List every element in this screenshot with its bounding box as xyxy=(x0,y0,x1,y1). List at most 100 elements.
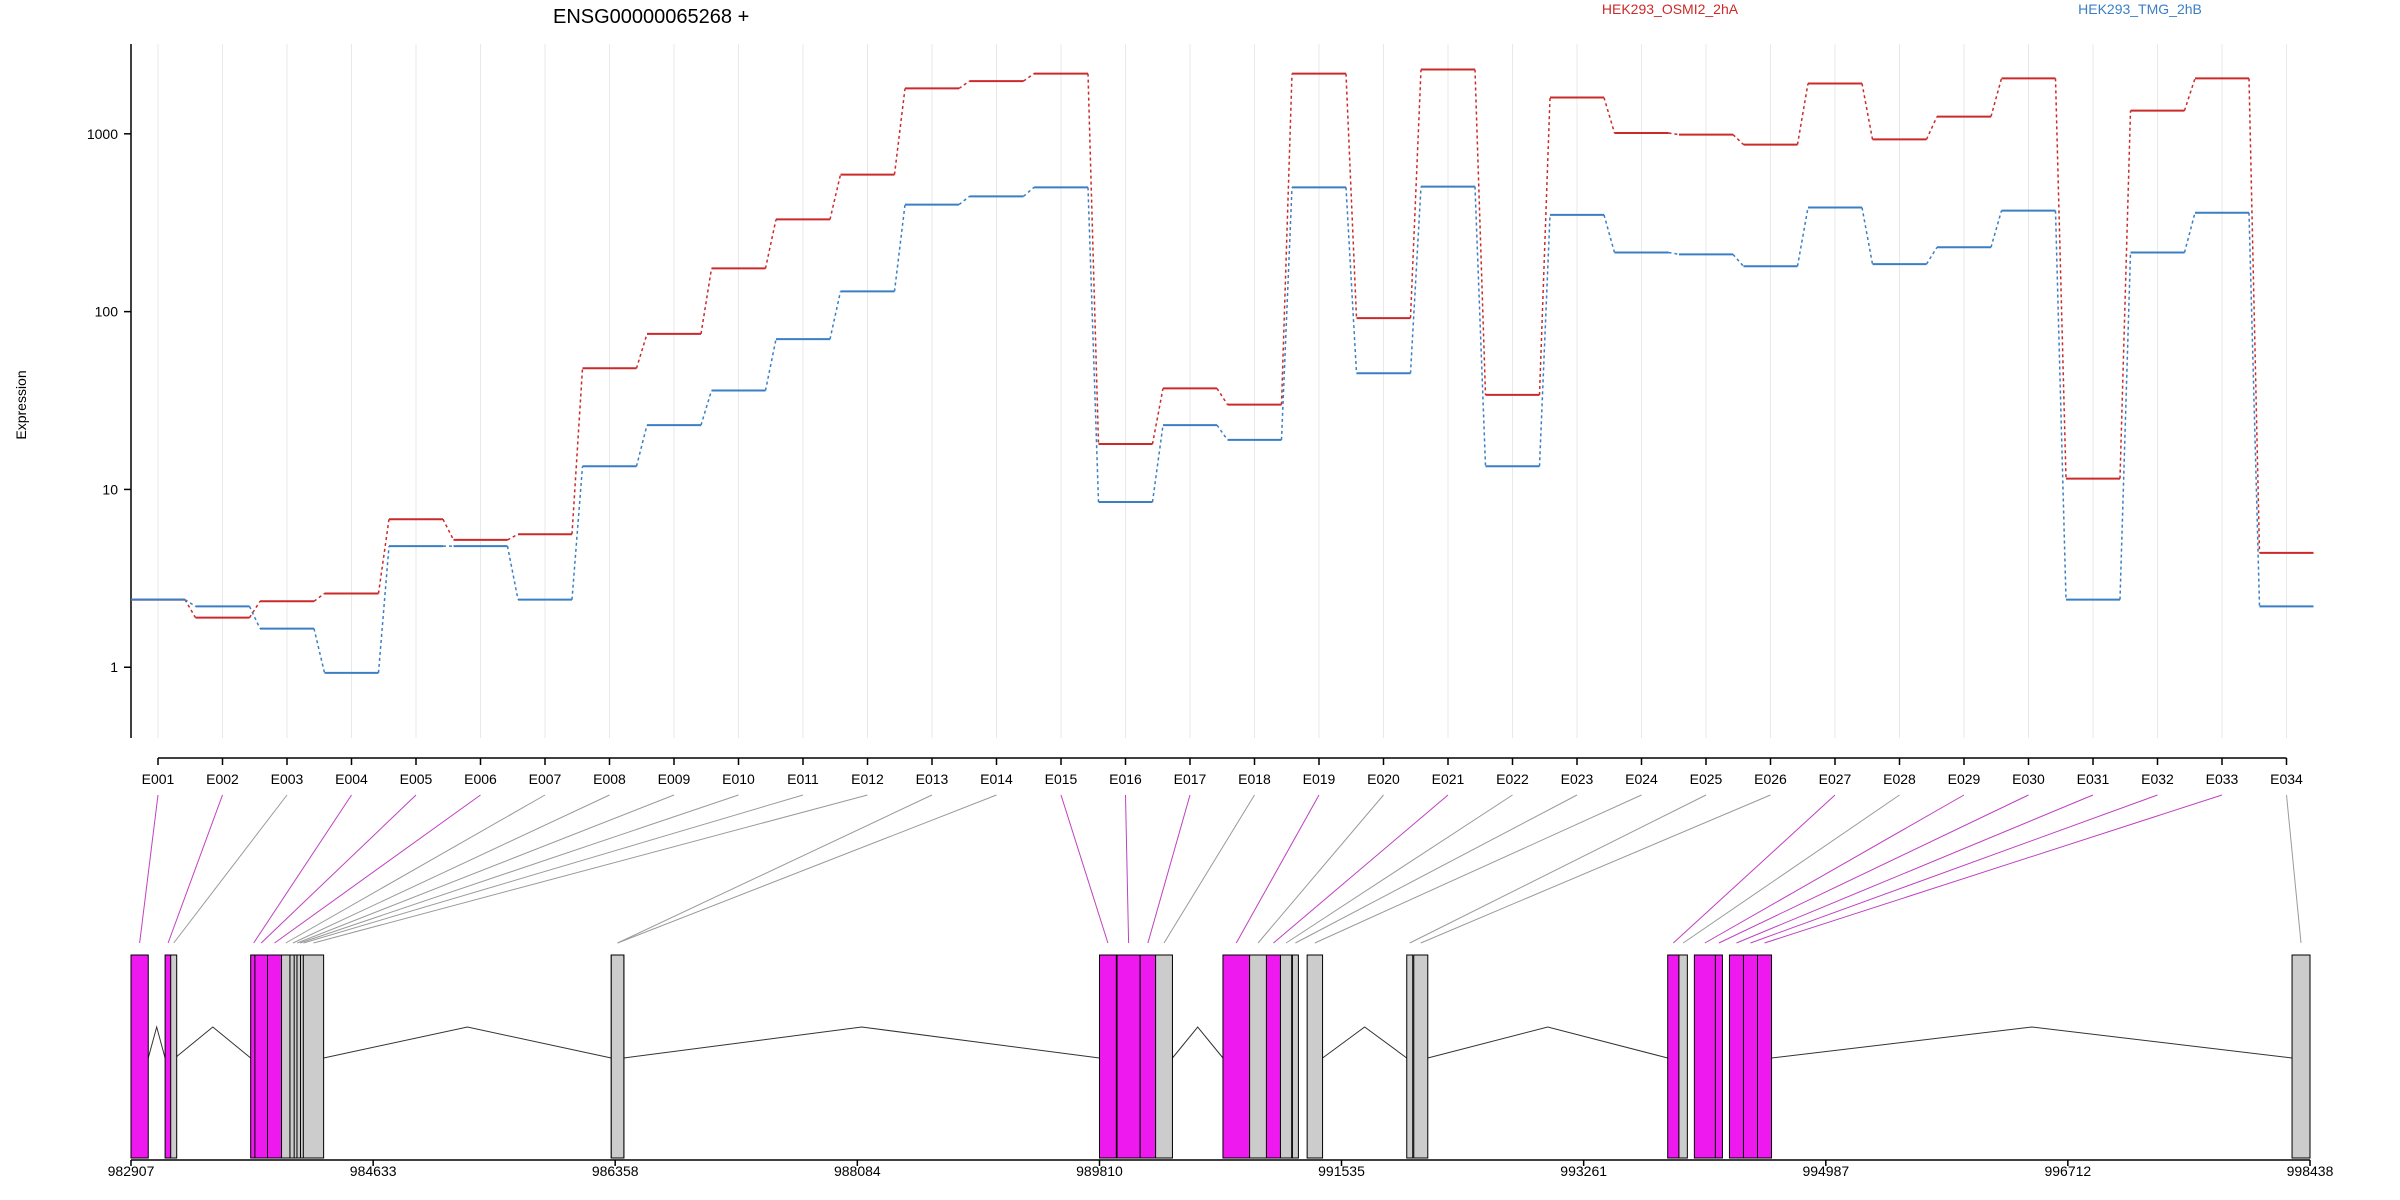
x-tick-label-E004: E004 xyxy=(335,771,368,787)
connector-E030 xyxy=(1718,794,2029,944)
series-1-connector-20 xyxy=(1474,186,1487,467)
x-tick-label-E018: E018 xyxy=(1238,771,1271,787)
connector-E008 xyxy=(292,794,610,944)
series-0-connector-24 xyxy=(1732,134,1745,146)
exon-box-E001 xyxy=(130,954,149,1159)
connector-E025 xyxy=(1409,794,1707,944)
x-tick-label-E020: E020 xyxy=(1367,771,1400,787)
series-1-connector-2 xyxy=(313,628,326,674)
x-tick-label-E022: E022 xyxy=(1496,771,1529,787)
coordinate-label-982907: 982907 xyxy=(108,1163,155,1179)
series-0-connector-1 xyxy=(248,600,261,619)
x-tick-label-E024: E024 xyxy=(1625,771,1658,787)
series-1-connector-29 xyxy=(2054,210,2067,600)
y-axis-label: Expression xyxy=(13,370,29,439)
exon-box-E032 xyxy=(1742,954,1758,1159)
series-0-connector-27 xyxy=(1925,116,1938,140)
exon-box-E030 xyxy=(1714,954,1723,1159)
connector-E012 xyxy=(313,794,868,944)
series-1-connector-19 xyxy=(1409,186,1422,374)
connector-E022 xyxy=(1285,794,1513,944)
connector-E020 xyxy=(1257,794,1384,944)
x-tick-label-E002: E002 xyxy=(206,771,239,787)
series-1-connector-24 xyxy=(1732,253,1745,267)
series-0-connector-17 xyxy=(1280,73,1293,405)
connector-E024 xyxy=(1314,794,1642,944)
series-1-connector-18 xyxy=(1345,187,1358,374)
connector-E004 xyxy=(253,794,352,944)
grid-lines xyxy=(157,44,2287,738)
series-0-connector-12 xyxy=(958,80,970,90)
series-1-connector-5 xyxy=(506,545,519,600)
connector-E021 xyxy=(1273,794,1449,944)
exon-box-E025 xyxy=(1406,954,1414,1159)
connector-E033 xyxy=(1764,794,2223,944)
series-0-connector-0 xyxy=(184,599,197,619)
series-0-connector-9 xyxy=(764,219,777,269)
x-tick-label-E034: E034 xyxy=(2270,771,2303,787)
exon-box-E028 xyxy=(1678,954,1688,1159)
exon-box-E031 xyxy=(1728,954,1744,1159)
series-1-connector-7 xyxy=(635,424,648,467)
series-lines xyxy=(131,68,2314,674)
coordinate-label-998438: 998438 xyxy=(2287,1163,2334,1179)
x-tick-label-E009: E009 xyxy=(658,771,691,787)
series-0-connector-10 xyxy=(829,174,842,220)
series-0-connector-11 xyxy=(893,88,906,175)
exon-box-E002 xyxy=(164,954,172,1159)
series-1-connector-8 xyxy=(700,390,713,426)
series-1-connector-17 xyxy=(1280,187,1293,440)
series-1-connector-25 xyxy=(1796,207,1809,267)
connector-E015 xyxy=(1060,794,1109,944)
connector-E013 xyxy=(617,794,933,944)
series-0-connector-32 xyxy=(2248,78,2261,553)
connector-E007 xyxy=(285,794,546,944)
exon-box-E022 xyxy=(1279,954,1293,1159)
exon-box-E033 xyxy=(1756,954,1773,1159)
x-tick-label-E019: E019 xyxy=(1303,771,1336,787)
legend-series-tmg: HEK293_TMG_2hB xyxy=(2078,1,2202,17)
series-1-connector-28 xyxy=(1990,210,2003,248)
y-tick-label-1: 1 xyxy=(110,659,118,675)
connector-E034 xyxy=(2286,794,2302,944)
intron-line-0 xyxy=(147,1025,166,1059)
series-0-connector-5 xyxy=(507,533,519,541)
x-tick-label-E030: E030 xyxy=(2012,771,2045,787)
series-0-connector-8 xyxy=(700,268,713,334)
series-1-connector-10 xyxy=(829,291,842,340)
series-1-connector-12 xyxy=(958,195,970,206)
exon-box-E016 xyxy=(1116,954,1141,1159)
series-1-connector-6 xyxy=(571,466,584,600)
series-1-connector-9 xyxy=(764,339,777,391)
series-0-connector-22 xyxy=(1603,97,1616,134)
series-0-connector-26 xyxy=(1861,83,1874,140)
x-tick-label-E001: E001 xyxy=(142,771,175,787)
x-axis: E001 E002 E003 E004 E005 E006 E007 E008 E009 E010… xyxy=(142,757,2303,787)
exon-box-E005 xyxy=(254,954,269,1159)
exon-connectors xyxy=(139,794,2302,944)
connector-E009 xyxy=(296,794,675,944)
exon-box-E024 xyxy=(1306,954,1324,1159)
series-1-connector-1 xyxy=(248,606,261,629)
exon-box-E017 xyxy=(1139,954,1157,1159)
connector-E010 xyxy=(299,794,739,944)
x-tick-label-E025: E025 xyxy=(1690,771,1723,787)
coordinate-label-994987: 994987 xyxy=(1802,1163,1849,1179)
exon-box-E018 xyxy=(1155,954,1173,1159)
x-tick-label-E021: E021 xyxy=(1432,771,1465,787)
series-1-connector-11 xyxy=(893,204,906,292)
x-tick-label-E028: E028 xyxy=(1883,771,1916,787)
exon-box-E007 xyxy=(281,954,291,1159)
series-HEK293_TMG_2hB xyxy=(131,185,2314,674)
x-tick-label-E011: E011 xyxy=(787,771,819,787)
coordinate-label-988084: 988084 xyxy=(834,1163,881,1179)
y-tick-label-10: 10 xyxy=(102,481,118,497)
x-tick-label-E026: E026 xyxy=(1754,771,1787,787)
exon-box-E026 xyxy=(1413,954,1429,1159)
x-tick-label-E033: E033 xyxy=(2206,771,2239,787)
x-tick-label-E012: E012 xyxy=(851,771,884,787)
intron-line-4 xyxy=(1172,1026,1224,1059)
series-1-connector-3 xyxy=(377,546,390,673)
